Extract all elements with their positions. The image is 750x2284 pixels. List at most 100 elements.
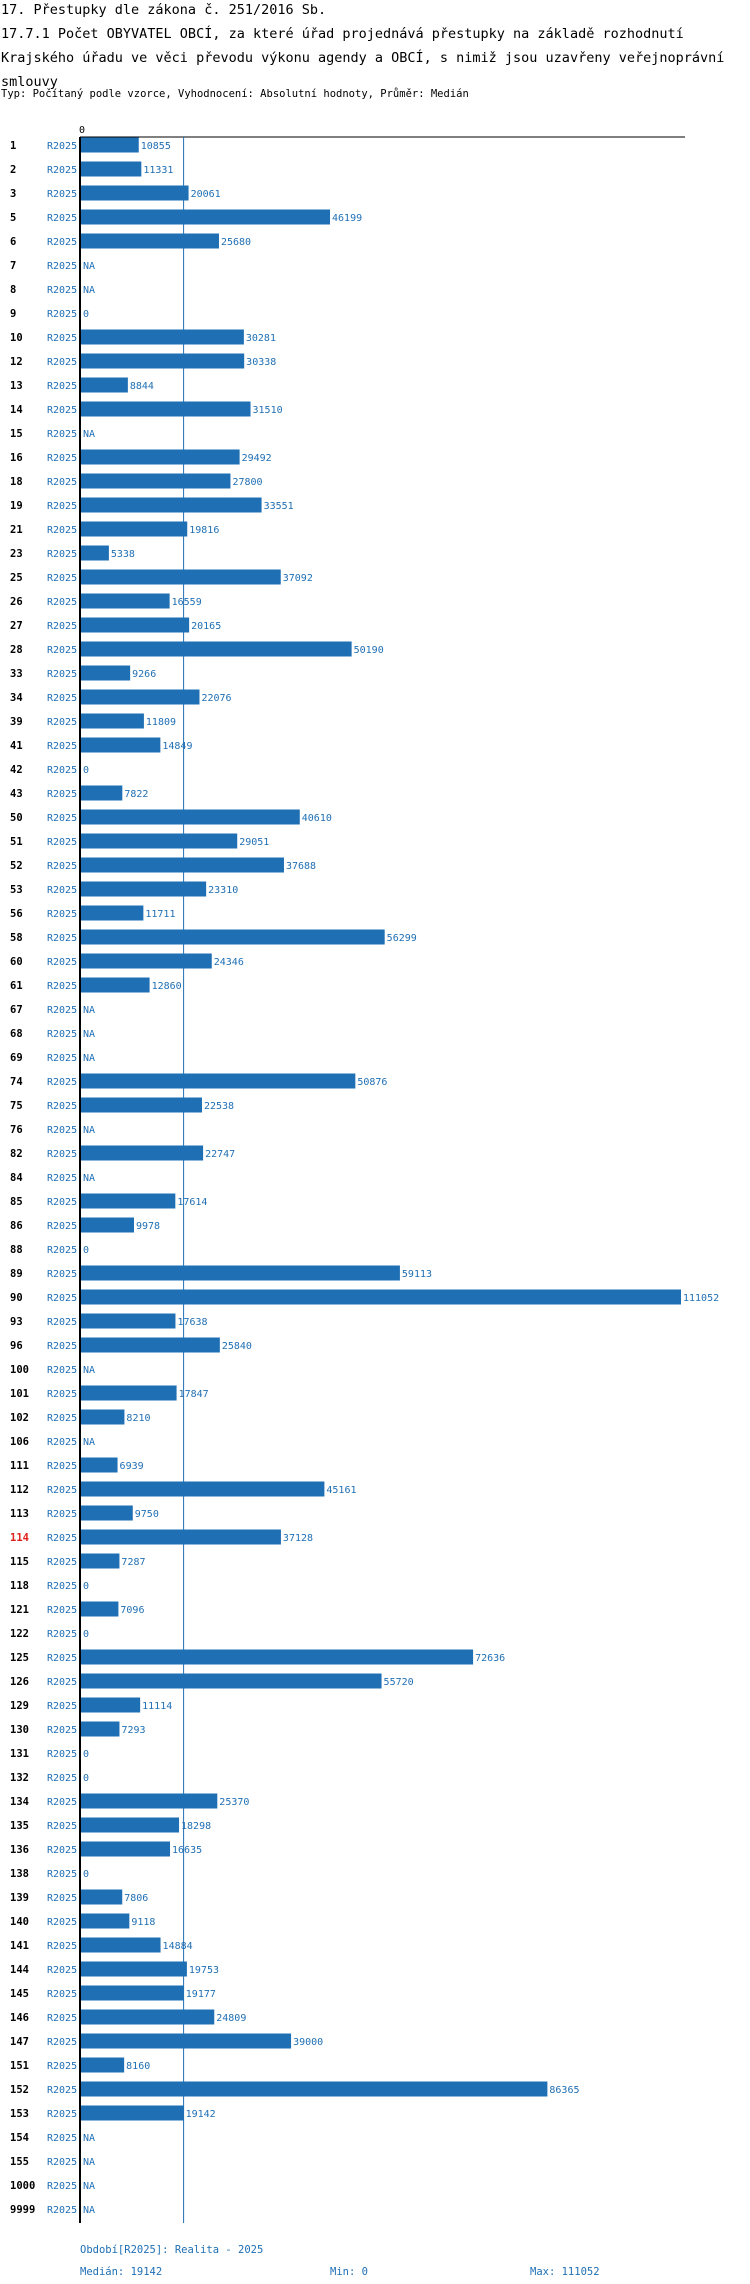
period-label: R2025 <box>47 357 77 368</box>
period-label: R2025 <box>47 1557 77 1568</box>
category-label: 84 <box>10 1172 23 1184</box>
value-label: 50876 <box>357 1077 387 1088</box>
bar <box>80 953 212 969</box>
period-label: R2025 <box>47 1341 77 1352</box>
category-label: 138 <box>10 1868 29 1880</box>
period-label: R2025 <box>47 381 77 392</box>
category-label: 145 <box>10 1988 29 2000</box>
value-label: 37128 <box>283 1533 313 1544</box>
bar <box>80 881 207 897</box>
value-label: NA <box>83 1029 95 1040</box>
category-label: 33 <box>10 668 23 680</box>
category-label: 50 <box>10 812 23 824</box>
category-label: 139 <box>10 1892 29 1904</box>
category-label: 60 <box>10 956 23 968</box>
bar <box>80 689 200 705</box>
bar <box>80 1889 123 1905</box>
bar <box>80 329 244 345</box>
bar <box>80 2105 184 2121</box>
period-label: R2025 <box>47 453 77 464</box>
category-label: 130 <box>10 1724 29 1736</box>
bar <box>80 1817 180 1833</box>
value-label: NA <box>83 1365 95 1376</box>
bar <box>80 833 238 849</box>
period-label: R2025 <box>47 717 77 728</box>
value-label: 9266 <box>132 669 156 680</box>
period-label: R2025 <box>47 1149 77 1160</box>
footer-min: Min: 0 <box>330 2266 368 2278</box>
category-label: 3 <box>10 188 16 200</box>
value-label: 86365 <box>549 2085 579 2096</box>
period-label: R2025 <box>47 1317 77 1328</box>
category-label: 42 <box>10 764 23 776</box>
bar <box>80 1217 134 1233</box>
bar <box>80 1481 325 1497</box>
value-label: 9118 <box>131 1917 155 1928</box>
bar <box>80 713 144 729</box>
category-label: 90 <box>10 1292 23 1304</box>
period-label: R2025 <box>47 1077 77 1088</box>
value-label: 59113 <box>402 1269 432 1280</box>
bar <box>80 857 284 873</box>
period-label: R2025 <box>47 333 77 344</box>
value-label: 19177 <box>186 1989 216 2000</box>
category-label: 39 <box>10 716 23 728</box>
bar <box>80 905 144 921</box>
value-label: 7096 <box>120 1605 144 1616</box>
category-label: 121 <box>10 1604 29 1616</box>
category-label: 5 <box>10 212 16 224</box>
category-label: 155 <box>10 2156 29 2168</box>
bar <box>80 1913 130 1929</box>
period-label: R2025 <box>47 1749 77 1760</box>
bar <box>80 1601 119 1617</box>
value-label: 17638 <box>177 1317 207 1328</box>
bar <box>80 737 161 753</box>
value-label: 19753 <box>189 1965 219 1976</box>
category-label: 89 <box>10 1268 23 1280</box>
category-label: 152 <box>10 2084 29 2096</box>
period-label: R2025 <box>47 285 77 296</box>
category-label: 112 <box>10 1484 29 1496</box>
bar <box>80 2057 125 2073</box>
category-label: 131 <box>10 1748 29 1760</box>
category-label: 101 <box>10 1388 29 1400</box>
period-label: R2025 <box>47 2133 77 2144</box>
value-label: 23310 <box>208 885 238 896</box>
category-label: 141 <box>10 1940 29 1952</box>
value-label: NA <box>83 2133 95 2144</box>
category-label: 23 <box>10 548 23 560</box>
bar <box>80 545 109 561</box>
period-label: R2025 <box>47 501 77 512</box>
value-label: 50190 <box>354 645 384 656</box>
bar <box>80 521 188 537</box>
value-label: NA <box>83 1437 95 1448</box>
value-label: 37688 <box>286 861 316 872</box>
value-label: 27800 <box>232 477 262 488</box>
value-label: 55720 <box>384 1677 414 1688</box>
category-label: 34 <box>10 692 23 704</box>
period-label: R2025 <box>47 1437 77 1448</box>
period-label: R2025 <box>47 1989 77 2000</box>
chart-type-info: Typ: Počítaný podle vzorce, Vyhodnocení:… <box>1 88 469 100</box>
period-label: R2025 <box>47 1053 77 1064</box>
period-label: R2025 <box>47 1269 77 1280</box>
bar <box>80 641 352 657</box>
period-label: R2025 <box>47 669 77 680</box>
bar <box>80 1793 218 1809</box>
value-label: NA <box>83 285 95 296</box>
period-label: R2025 <box>47 837 77 848</box>
period-label: R2025 <box>47 1365 77 1376</box>
category-label: 76 <box>10 1124 23 1136</box>
period-label: R2025 <box>47 1461 77 1472</box>
category-label: 19 <box>10 500 23 512</box>
category-label: 28 <box>10 644 23 656</box>
bar <box>80 449 240 465</box>
category-label: 106 <box>10 1436 29 1448</box>
value-label: 7822 <box>124 789 148 800</box>
category-label: 85 <box>10 1196 23 1208</box>
category-label: 93 <box>10 1316 23 1328</box>
category-label: 153 <box>10 2108 29 2120</box>
bar <box>80 2081 548 2097</box>
value-label: 24809 <box>216 2013 246 2024</box>
value-label: 30281 <box>246 333 276 344</box>
